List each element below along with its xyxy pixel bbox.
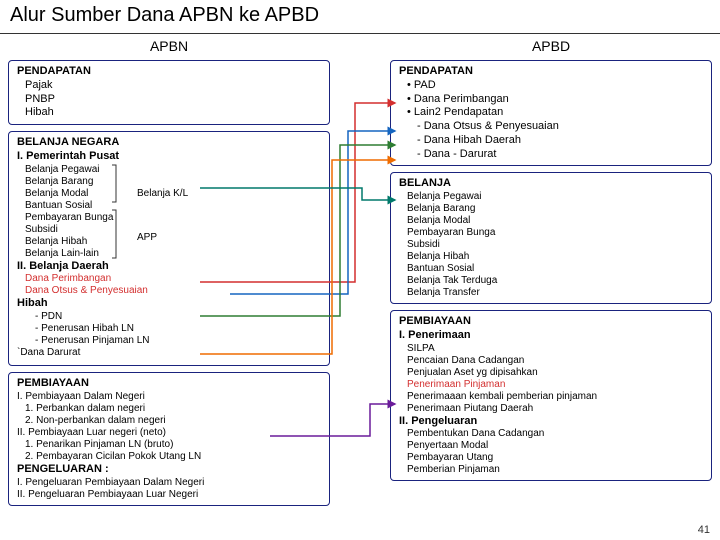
apbd-belanja-box: BELANJA Belanja Pegawai Belanja Barang B… <box>390 172 712 304</box>
pemb-line: 2. Non-perbankan dalam negeri <box>17 415 321 427</box>
pemb-item: SILPA <box>399 343 703 355</box>
apbd-pend-item: • Lain2 Pendapatan <box>399 106 703 120</box>
pemb-item: Pembayaran Utang <box>399 452 703 464</box>
apbd-pend-item: • Dana Perimbangan <box>399 93 703 107</box>
pemb-item: Penerimaan Pinjaman <box>399 379 703 391</box>
pemb-line: I. Pembiayaan Dalam Negeri <box>17 391 321 403</box>
belanja-item: Belanja Lain-lain <box>17 248 321 260</box>
page-number: 41 <box>698 524 710 536</box>
pemb-item: Pencaian Dana Cadangan <box>399 355 703 367</box>
dana-darurat: `Dana Darurat <box>17 347 321 359</box>
belanja-item: Belanja Pegawai <box>399 191 703 203</box>
apbn-pendapatan-box: PENDAPATAN Pajak PNBP Hibah <box>8 60 330 125</box>
peng-item: I. Pengeluaran Pembiayaan Dalam Negeri <box>17 477 321 489</box>
hibah-item: - Penerusan Pinjaman LN <box>17 335 321 347</box>
belanja-item: Bantuan Sosial <box>399 263 703 275</box>
tag-app: APP <box>137 232 157 245</box>
belanja-item: Subsidi <box>399 239 703 251</box>
pendapatan-item: Hibah <box>17 106 321 120</box>
belanja-sec2: II. Belanja Daerah <box>17 260 321 274</box>
belanja-item: Bantuan Sosial <box>17 200 321 212</box>
apbd-pendapatan-box: PENDAPATAN • PAD • Dana Perimbangan • La… <box>390 60 712 166</box>
belanja-item: Belanja Hibah <box>17 236 321 248</box>
hibah-item: - Penerusan Hibah LN <box>17 323 321 335</box>
pendapatan-item: PNBP <box>17 93 321 107</box>
apbd-belanja-title: BELANJA <box>399 177 703 191</box>
apbn-pendapatan-title: PENDAPATAN <box>17 65 321 79</box>
dana-perimbangan: Dana Perimbangan <box>17 273 321 285</box>
apbd-pemb-title: PEMBIAYAAN <box>399 315 703 329</box>
apbn-column: APBN PENDAPATAN Pajak PNBP Hibah BELANJA… <box>8 34 330 512</box>
pemb-item: Penjualan Aset yg dipisahkan <box>399 367 703 379</box>
belanja-item: Belanja Transfer <box>399 287 703 299</box>
apbn-header: APBN <box>8 38 330 54</box>
belanja-item: Belanja Barang <box>399 203 703 215</box>
peng-item: II. Pengeluaran Pembiayaan Luar Negeri <box>17 489 321 501</box>
apbd-pend-sub: - Dana - Darurat <box>399 148 703 162</box>
page-title: Alur Sumber Dana APBN ke APBD <box>0 0 720 34</box>
apbn-pembiayaan-box: PEMBIAYAAN I. Pembiayaan Dalam Negeri 1.… <box>8 372 330 506</box>
apbd-pemb-sec2: II. Pengeluaran <box>399 415 703 429</box>
belanja-item: Pembayaran Bunga <box>399 227 703 239</box>
pembiayaan-title: PEMBIAYAAN <box>17 377 321 391</box>
apbd-pendapatan-title: PENDAPATAN <box>399 65 703 79</box>
belanja-item: Pembayaran Bunga <box>17 212 321 224</box>
apbd-column: APBD PENDAPATAN • PAD • Dana Perimbangan… <box>390 34 712 512</box>
belanja-sec1: I. Pemerintah Pusat <box>17 150 321 164</box>
pemb-item: Penyertaan Modal <box>399 440 703 452</box>
belanja-item: Belanja Hibah <box>399 251 703 263</box>
belanja-item: Belanja Pegawai <box>17 164 321 176</box>
apbd-pembiayaan-box: PEMBIAYAAN I. Penerimaan SILPA Pencaian … <box>390 310 712 481</box>
apbn-belanja-box: BELANJA NEGARA I. Pemerintah Pusat Belan… <box>8 131 330 366</box>
pemb-line: II. Pembiayaan Luar negeri (neto) <box>17 427 321 439</box>
pemb-line: 1. Perbankan dalam negeri <box>17 403 321 415</box>
tag-belanja-kl: Belanja K/L <box>137 188 188 201</box>
pemb-item: Penerimaan Piutang Daerah <box>399 403 703 415</box>
pemb-item: Penerimaaan kembali pemberian pinjaman <box>399 391 703 403</box>
belanja-item: Belanja Barang <box>17 176 321 188</box>
apbd-pemb-sec1: I. Penerimaan <box>399 329 703 343</box>
hibah-title: Hibah <box>17 297 321 311</box>
apbd-header: APBD <box>390 38 712 54</box>
pemb-line: 2. Pembayaran Cicilan Pokok Utang LN <box>17 451 321 463</box>
columns: APBN PENDAPATAN Pajak PNBP Hibah BELANJA… <box>0 34 720 512</box>
pemb-item: Pembentukan Dana Cadangan <box>399 428 703 440</box>
hibah-item: - PDN <box>17 311 321 323</box>
pendapatan-item: Pajak <box>17 79 321 93</box>
dana-otsus: Dana Otsus & Penyesuaian <box>17 285 321 297</box>
apbd-pend-sub: - Dana Hibah Daerah <box>399 134 703 148</box>
pemb-line: 1. Penarikan Pinjaman LN (bruto) <box>17 439 321 451</box>
belanja-item: Belanja Modal <box>399 215 703 227</box>
apbd-pend-sub: - Dana Otsus & Penyesuaian <box>399 120 703 134</box>
belanja-item: Subsidi <box>17 224 321 236</box>
apbd-pend-item: • PAD <box>399 79 703 93</box>
pemb-item: Pemberian Pinjaman <box>399 464 703 476</box>
pengeluaran-title: PENGELUARAN : <box>17 463 321 477</box>
belanja-item: Belanja Tak Terduga <box>399 275 703 287</box>
belanja-title: BELANJA NEGARA <box>17 136 321 150</box>
